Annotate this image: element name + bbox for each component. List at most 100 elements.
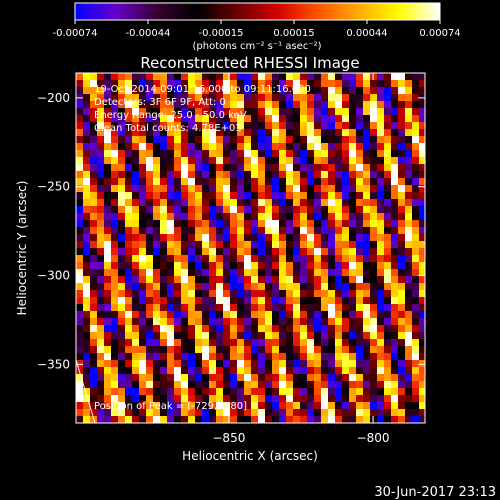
heatmap-cell	[118, 220, 126, 228]
heatmap-cell	[419, 353, 425, 361]
heatmap-cell	[251, 255, 259, 263]
heatmap-cell	[202, 101, 210, 109]
heatmap-cell	[181, 164, 189, 172]
heatmap-cell	[391, 227, 399, 235]
heatmap-cell	[265, 80, 273, 88]
heatmap-cell	[90, 360, 98, 368]
heatmap-cell	[405, 73, 413, 81]
heatmap-cell	[377, 332, 385, 340]
heatmap-cell	[391, 108, 399, 116]
heatmap-cell	[188, 255, 196, 263]
heatmap-cell	[146, 143, 154, 151]
heatmap-cell	[356, 388, 364, 396]
heatmap-cell	[419, 143, 425, 151]
heatmap-cell	[90, 241, 98, 249]
heatmap-cell	[272, 346, 280, 354]
heatmap-cell	[153, 150, 161, 158]
heatmap-cell	[384, 276, 392, 284]
heatmap-cell	[195, 73, 203, 81]
heatmap-cell	[132, 332, 140, 340]
heatmap-cell	[384, 325, 392, 333]
heatmap-cell	[349, 276, 357, 284]
heatmap-cell	[118, 248, 126, 256]
heatmap-cell	[181, 388, 189, 396]
heatmap-cell	[174, 290, 182, 298]
heatmap-cell	[174, 136, 182, 144]
heatmap-cell	[356, 199, 364, 207]
heatmap-cell	[279, 101, 287, 109]
heatmap-cell	[160, 206, 168, 214]
heatmap-cell	[181, 129, 189, 137]
heatmap-cell	[153, 157, 161, 165]
heatmap-cell	[111, 122, 119, 130]
heatmap-cell	[398, 353, 406, 361]
heatmap-cell	[216, 178, 224, 186]
heatmap-cell	[314, 108, 322, 116]
heatmap-cell	[279, 87, 287, 95]
heatmap-cell	[76, 185, 84, 193]
heatmap-cell	[209, 248, 217, 256]
heatmap-cell	[265, 164, 273, 172]
heatmap-cell	[258, 122, 266, 130]
heatmap-cell	[146, 234, 154, 242]
heatmap-cell	[139, 395, 147, 403]
heatmap-cell	[300, 206, 308, 214]
heatmap-cell	[230, 87, 238, 95]
heatmap-cell	[76, 346, 84, 354]
heatmap-cell	[202, 416, 210, 423]
heatmap-cell	[405, 241, 413, 249]
heatmap-cell	[146, 87, 154, 95]
heatmap-cell	[244, 346, 252, 354]
heatmap-cell	[342, 80, 350, 88]
heatmap-cell	[328, 129, 336, 137]
heatmap-cell	[398, 318, 406, 326]
heatmap-cell	[125, 227, 133, 235]
heatmap-cell	[132, 311, 140, 319]
heatmap-cell	[377, 388, 385, 396]
heatmap-cell	[125, 402, 133, 410]
heatmap-cell	[391, 388, 399, 396]
heatmap-cell	[97, 304, 105, 312]
heatmap-cell	[419, 409, 425, 417]
heatmap-cell	[349, 178, 357, 186]
heatmap-cell	[391, 360, 399, 368]
heatmap-cell	[118, 325, 126, 333]
heatmap-cell	[90, 157, 98, 165]
heatmap-cell	[230, 416, 238, 423]
heatmap-cell	[118, 374, 126, 382]
heatmap-cell	[111, 143, 119, 151]
heatmap-cell	[265, 241, 273, 249]
heatmap-cell	[342, 213, 350, 221]
heatmap-cell	[209, 108, 217, 116]
heatmap-cell	[244, 80, 252, 88]
heatmap-cell	[216, 283, 224, 291]
heatmap-cell	[97, 311, 105, 319]
heatmap-cell	[104, 213, 112, 221]
heatmap-cell	[174, 304, 182, 312]
heatmap-cell	[377, 402, 385, 410]
heatmap-cell	[167, 311, 175, 319]
heatmap-cell	[265, 206, 273, 214]
heatmap-cell	[118, 94, 126, 102]
heatmap-cell	[328, 178, 336, 186]
heatmap-cell	[405, 311, 413, 319]
heatmap-cell	[293, 94, 301, 102]
heatmap-cell	[97, 129, 105, 137]
heatmap-cell	[391, 402, 399, 410]
heatmap-cell	[265, 143, 273, 151]
heatmap-cell	[125, 374, 133, 382]
heatmap-cell	[216, 374, 224, 382]
heatmap-cell	[398, 276, 406, 284]
heatmap-cell	[279, 255, 287, 263]
heatmap-cell	[286, 283, 294, 291]
heatmap-cell	[377, 381, 385, 389]
heatmap-cell	[104, 150, 112, 158]
y-axis-ticks: −200−250−300−350	[37, 91, 425, 371]
heatmap-cell	[314, 367, 322, 375]
heatmap-cell	[405, 374, 413, 382]
heatmap-cell	[181, 332, 189, 340]
heatmap-cell	[83, 325, 91, 333]
heatmap-cell	[377, 143, 385, 151]
heatmap-cell	[237, 290, 245, 298]
heatmap-cell	[223, 318, 231, 326]
